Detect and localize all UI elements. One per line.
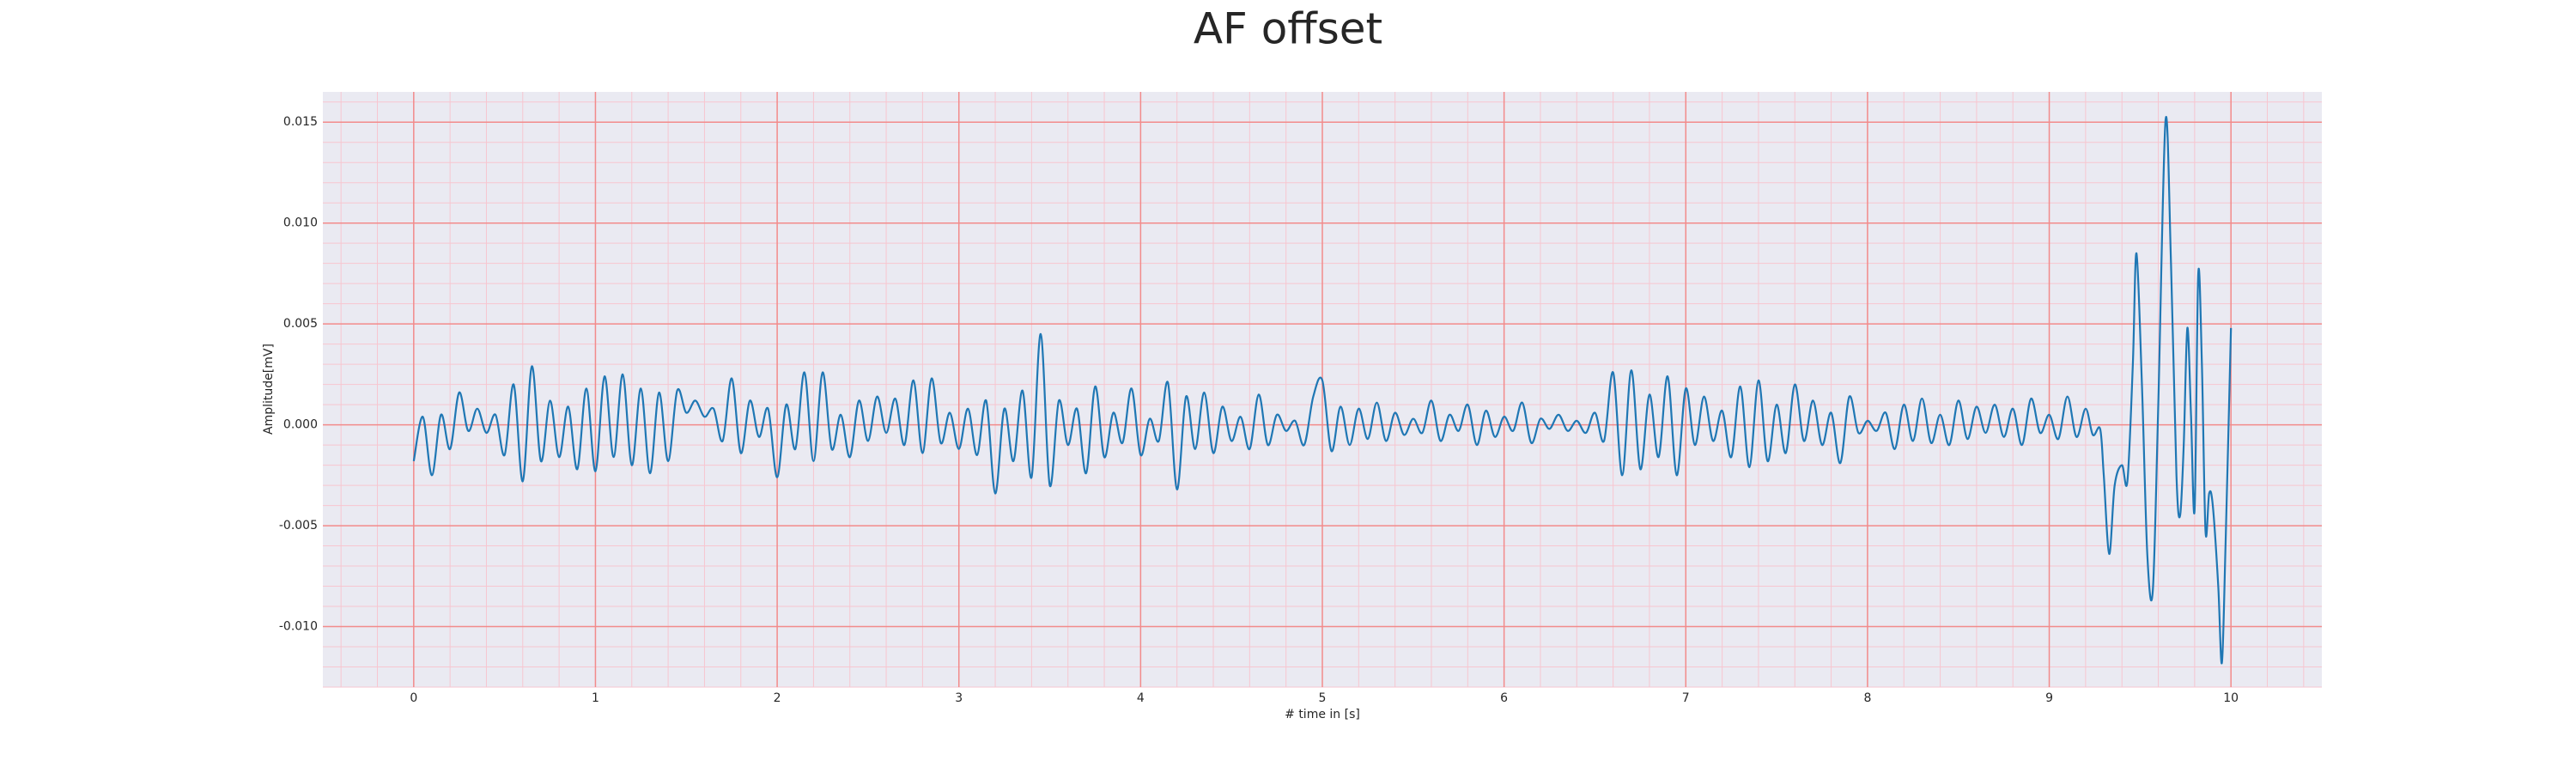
y-tick-label: -0.005: [279, 519, 318, 533]
x-tick-label: 1: [592, 691, 599, 705]
x-tick-label: 10: [2223, 691, 2239, 705]
y-axis-label: Amplitude[mV]: [262, 344, 276, 435]
x-tick-label: 7: [1682, 691, 1690, 705]
y-tick-label: 0.015: [283, 115, 318, 129]
x-tick-label: 6: [1500, 691, 1508, 705]
y-tick-label: -0.010: [279, 620, 318, 634]
x-tick-label: 9: [2045, 691, 2053, 705]
y-tick-label: 0.010: [283, 216, 318, 230]
chart-title: AF offset: [1194, 4, 1382, 54]
y-tick-label: 0.000: [283, 418, 318, 432]
x-tick-label: 5: [1319, 691, 1327, 705]
x-tick-label: 8: [1863, 691, 1871, 705]
x-tick-label: 2: [774, 691, 781, 705]
x-tick-label: 0: [410, 691, 417, 705]
data-line: [412, 116, 2233, 665]
x-axis-label: # time in [s]: [1285, 708, 1360, 721]
y-tick-label: 0.005: [283, 317, 318, 331]
plot-area: [323, 92, 2322, 688]
x-tick-label: 4: [1137, 691, 1145, 705]
x-tick-label: 3: [955, 691, 963, 705]
